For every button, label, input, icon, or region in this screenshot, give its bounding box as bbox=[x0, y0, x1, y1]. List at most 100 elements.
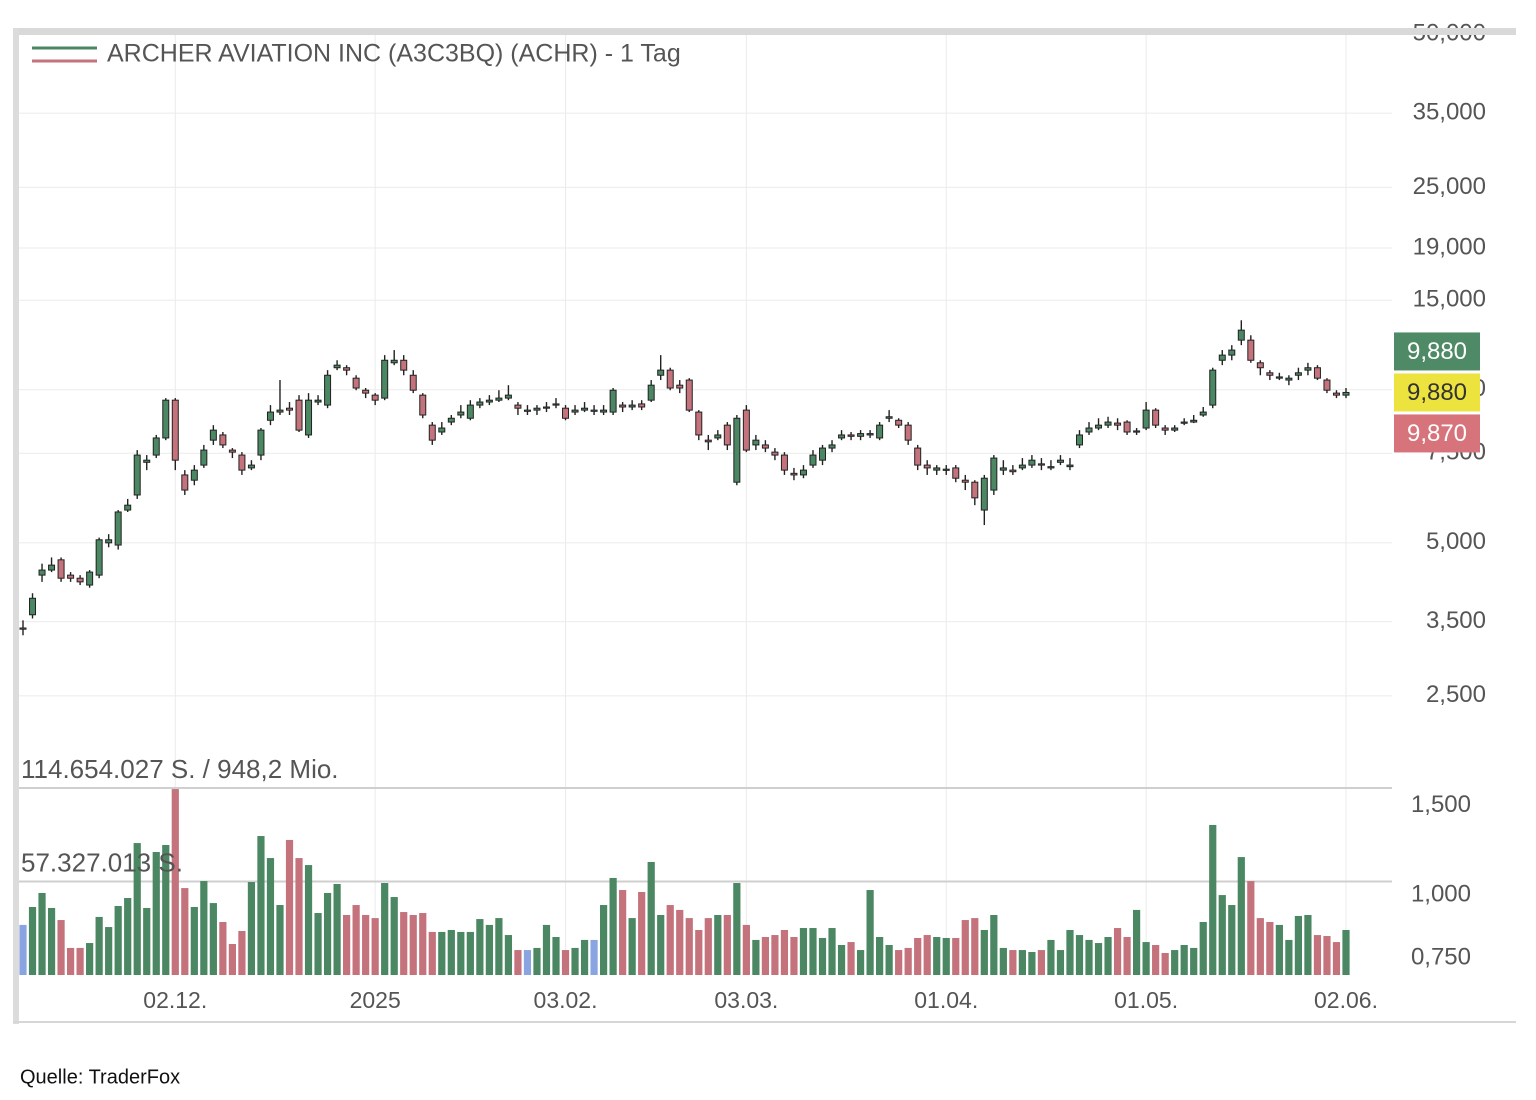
candle-body bbox=[647, 384, 655, 401]
candle-body bbox=[457, 411, 465, 416]
volume-axis-label: 1,500 bbox=[1411, 791, 1471, 818]
candle-body bbox=[29, 597, 37, 616]
candle-body bbox=[1114, 422, 1122, 426]
volume-bar bbox=[580, 939, 589, 975]
candle-body bbox=[86, 571, 94, 586]
volume-bar bbox=[856, 950, 865, 975]
candle-body bbox=[514, 404, 522, 409]
volume-bar bbox=[999, 947, 1007, 975]
candle-body bbox=[809, 454, 817, 466]
candle-body bbox=[1056, 459, 1064, 463]
candle-body bbox=[628, 404, 636, 408]
x-tick-label: 02.06. bbox=[1314, 987, 1378, 1013]
volume-bar bbox=[1104, 936, 1112, 975]
candle-body bbox=[780, 454, 788, 471]
candle-body bbox=[885, 416, 893, 419]
x-tick-label: 01.05. bbox=[1114, 987, 1178, 1013]
axes: 02.12. 2025 03.02. 03.03. 01.04. 01.05. 02.06.… bbox=[21, 20, 1486, 1013]
volume-bar bbox=[95, 916, 103, 975]
volume-bar bbox=[542, 924, 551, 975]
volume-bar bbox=[28, 906, 37, 975]
volume-bar bbox=[552, 936, 560, 975]
volume-bar bbox=[419, 913, 427, 975]
candle-body bbox=[609, 389, 617, 413]
candle-body bbox=[1066, 464, 1074, 468]
volume-bar bbox=[76, 947, 84, 975]
volume-bar bbox=[86, 943, 94, 975]
candle-body bbox=[1037, 463, 1045, 466]
candle-body bbox=[1142, 409, 1150, 429]
volume-bar bbox=[323, 892, 332, 975]
candle-body bbox=[666, 369, 674, 389]
candle-body bbox=[48, 564, 56, 571]
volume-bar bbox=[428, 931, 436, 975]
candle-body bbox=[819, 447, 827, 461]
candle-body bbox=[961, 479, 969, 483]
candle-body bbox=[1180, 421, 1188, 424]
candle-body bbox=[143, 459, 151, 463]
volume-bar bbox=[190, 906, 198, 975]
volume-bar bbox=[114, 906, 122, 975]
candle-body bbox=[733, 417, 741, 483]
volume-bar bbox=[923, 935, 931, 975]
candle-body bbox=[324, 374, 332, 406]
volume-bar bbox=[371, 918, 379, 975]
candle-body bbox=[1018, 464, 1026, 469]
candle-body bbox=[228, 449, 236, 453]
volume-bar bbox=[971, 918, 979, 975]
candle-body bbox=[876, 424, 884, 439]
volume-bar bbox=[914, 937, 922, 975]
volume-bar bbox=[1237, 857, 1245, 975]
price-tag-label: 9,870 bbox=[1407, 420, 1467, 447]
volume-bar bbox=[1161, 952, 1169, 975]
volume-bar bbox=[1152, 944, 1160, 975]
volume-bar bbox=[695, 929, 703, 975]
candle-body bbox=[838, 434, 846, 439]
x-tick-label: 03.02. bbox=[534, 987, 598, 1013]
volume-bar bbox=[476, 919, 484, 975]
frame-top bbox=[13, 28, 1516, 35]
volume-bar bbox=[485, 924, 493, 975]
volume-bar bbox=[628, 918, 636, 975]
frame: ARCHER AVIATION INC (A3C3BQ) (ACHR) - 1 … bbox=[13, 28, 1516, 1024]
volume-bar bbox=[200, 881, 208, 975]
candle-body bbox=[714, 434, 722, 439]
candle-body bbox=[685, 379, 693, 411]
volume-bar bbox=[1028, 952, 1036, 975]
volume-bar bbox=[1047, 939, 1055, 975]
candle-body bbox=[371, 394, 379, 401]
candle-body bbox=[657, 369, 665, 376]
candle-body bbox=[904, 424, 912, 441]
x-tick-label: 2025 bbox=[350, 987, 401, 1013]
volume-bar bbox=[304, 865, 313, 975]
candle-body bbox=[1209, 369, 1217, 406]
volume-bar bbox=[657, 914, 665, 975]
candle-body bbox=[1247, 339, 1255, 361]
volume-bar bbox=[133, 843, 141, 975]
candle-body bbox=[200, 449, 208, 466]
volume-bar bbox=[105, 927, 113, 975]
volume-bar bbox=[1009, 950, 1017, 975]
candle-body bbox=[247, 464, 255, 469]
candle-body bbox=[133, 454, 141, 496]
volume-bar bbox=[1199, 921, 1207, 975]
volume-bar bbox=[390, 897, 398, 975]
candle-body bbox=[619, 404, 627, 408]
volume-bar bbox=[809, 928, 817, 975]
volume-bar bbox=[704, 918, 712, 975]
volume-bar bbox=[780, 929, 789, 975]
volume-bar bbox=[837, 944, 846, 975]
candle-body bbox=[999, 467, 1007, 471]
volume-bar bbox=[533, 947, 541, 975]
candle-body bbox=[914, 447, 922, 466]
candle-body bbox=[1304, 367, 1312, 371]
candle-body bbox=[704, 439, 712, 443]
candle-body bbox=[1009, 469, 1017, 473]
x-tick-label: 02.12. bbox=[143, 987, 207, 1013]
volume-bar bbox=[47, 907, 56, 975]
volume-bar bbox=[295, 858, 303, 975]
candle-body bbox=[1161, 427, 1169, 431]
volume-bar bbox=[266, 858, 275, 975]
volume-bar bbox=[1209, 824, 1217, 975]
